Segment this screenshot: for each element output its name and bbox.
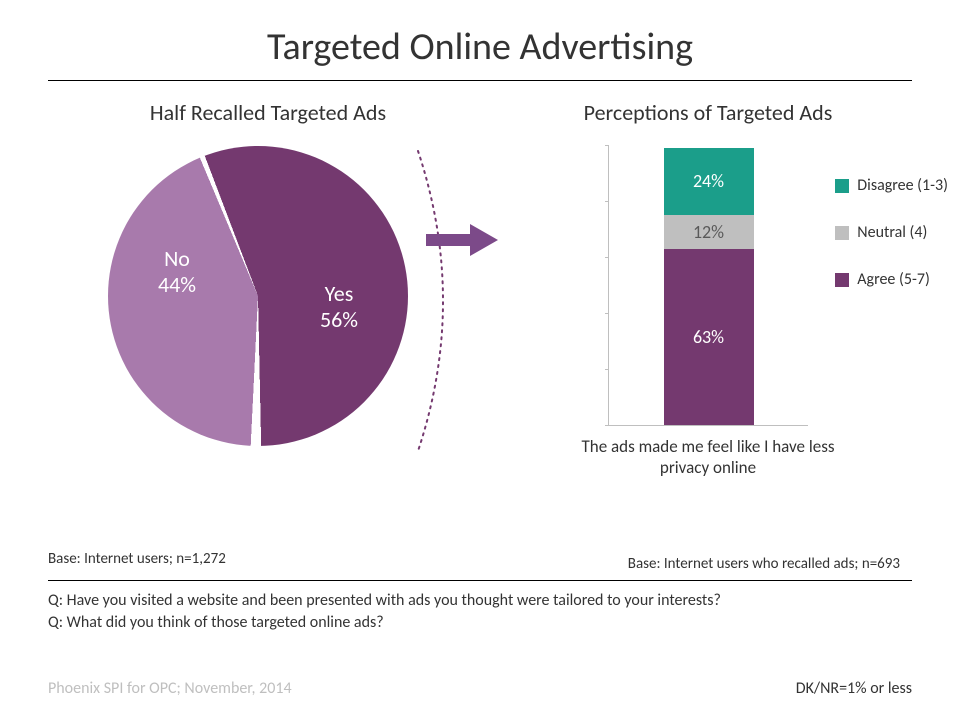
page-title: Targeted Online Advertising	[48, 24, 912, 70]
swatch-agree	[835, 273, 849, 287]
legend-neutral-label: Neutral (4)	[857, 223, 927, 242]
question-1: Q: Have you visited a website and been p…	[48, 590, 721, 612]
stacked-bar: 63%12%24%	[664, 148, 754, 425]
pie-title: Half Recalled Targeted Ads	[48, 99, 488, 126]
legend-disagree: Disagree (1-3)	[835, 176, 948, 195]
question-2: Q: What did you think of those targeted …	[48, 612, 721, 634]
bar-seg-agree: 63%	[664, 249, 754, 425]
swatch-neutral	[835, 226, 849, 240]
question-block: Q: Have you visited a website and been p…	[48, 590, 721, 633]
pie-panel: Half Recalled Targeted Ads Yes 56% No 44…	[48, 99, 488, 456]
footer-rule	[48, 580, 912, 581]
bar-area: 63%12%24% Disagree (1-3) Neutral (4) Agr…	[578, 136, 838, 426]
legend-agree: Agree (5-7)	[835, 270, 948, 289]
bar-panel: Perceptions of Targeted Ads 63%12%24% Di…	[488, 99, 908, 479]
swatch-disagree	[835, 179, 849, 193]
pie-wrap: Yes 56% No 44%	[108, 136, 428, 456]
dknr-note: DK/NR=1% or less	[796, 679, 912, 698]
legend-neutral: Neutral (4)	[835, 223, 948, 242]
charts-row: Half Recalled Targeted Ads Yes 56% No 44…	[48, 99, 912, 529]
pie-label-yes: Yes 56%	[320, 281, 358, 334]
pie-label-no: No 44%	[158, 246, 196, 299]
pie-base-note: Base: Internet users; n=1,272	[48, 550, 226, 568]
pie-yes-pct: 56%	[320, 306, 358, 333]
bar-legend: Disagree (1-3) Neutral (4) Agree (5-7)	[835, 176, 948, 317]
source-note: Phoenix SPI for OPC; November, 2014	[48, 679, 292, 698]
legend-disagree-label: Disagree (1-3)	[857, 176, 948, 195]
pie-no-pct: 44%	[158, 271, 196, 298]
title-rule	[48, 80, 912, 81]
bar-seg-neutral: 12%	[664, 215, 754, 249]
slide: Targeted Online Advertising Half Recalle…	[0, 0, 960, 720]
bar-title: Perceptions of Targeted Ads	[508, 99, 908, 126]
bar-base-note: Base: Internet users who recalled ads; n…	[628, 555, 900, 573]
legend-agree-label: Agree (5-7)	[857, 270, 930, 289]
dotted-arc	[408, 131, 488, 471]
bar-seg-disagree: 24%	[664, 148, 754, 215]
bar-xlabel: The ads made me feel like I have less pr…	[568, 436, 848, 479]
pie-chart	[108, 146, 408, 446]
bar-plot: 63%12%24%	[608, 146, 808, 426]
pie-no-text: No	[164, 245, 190, 272]
pie-yes-text: Yes	[325, 280, 354, 307]
